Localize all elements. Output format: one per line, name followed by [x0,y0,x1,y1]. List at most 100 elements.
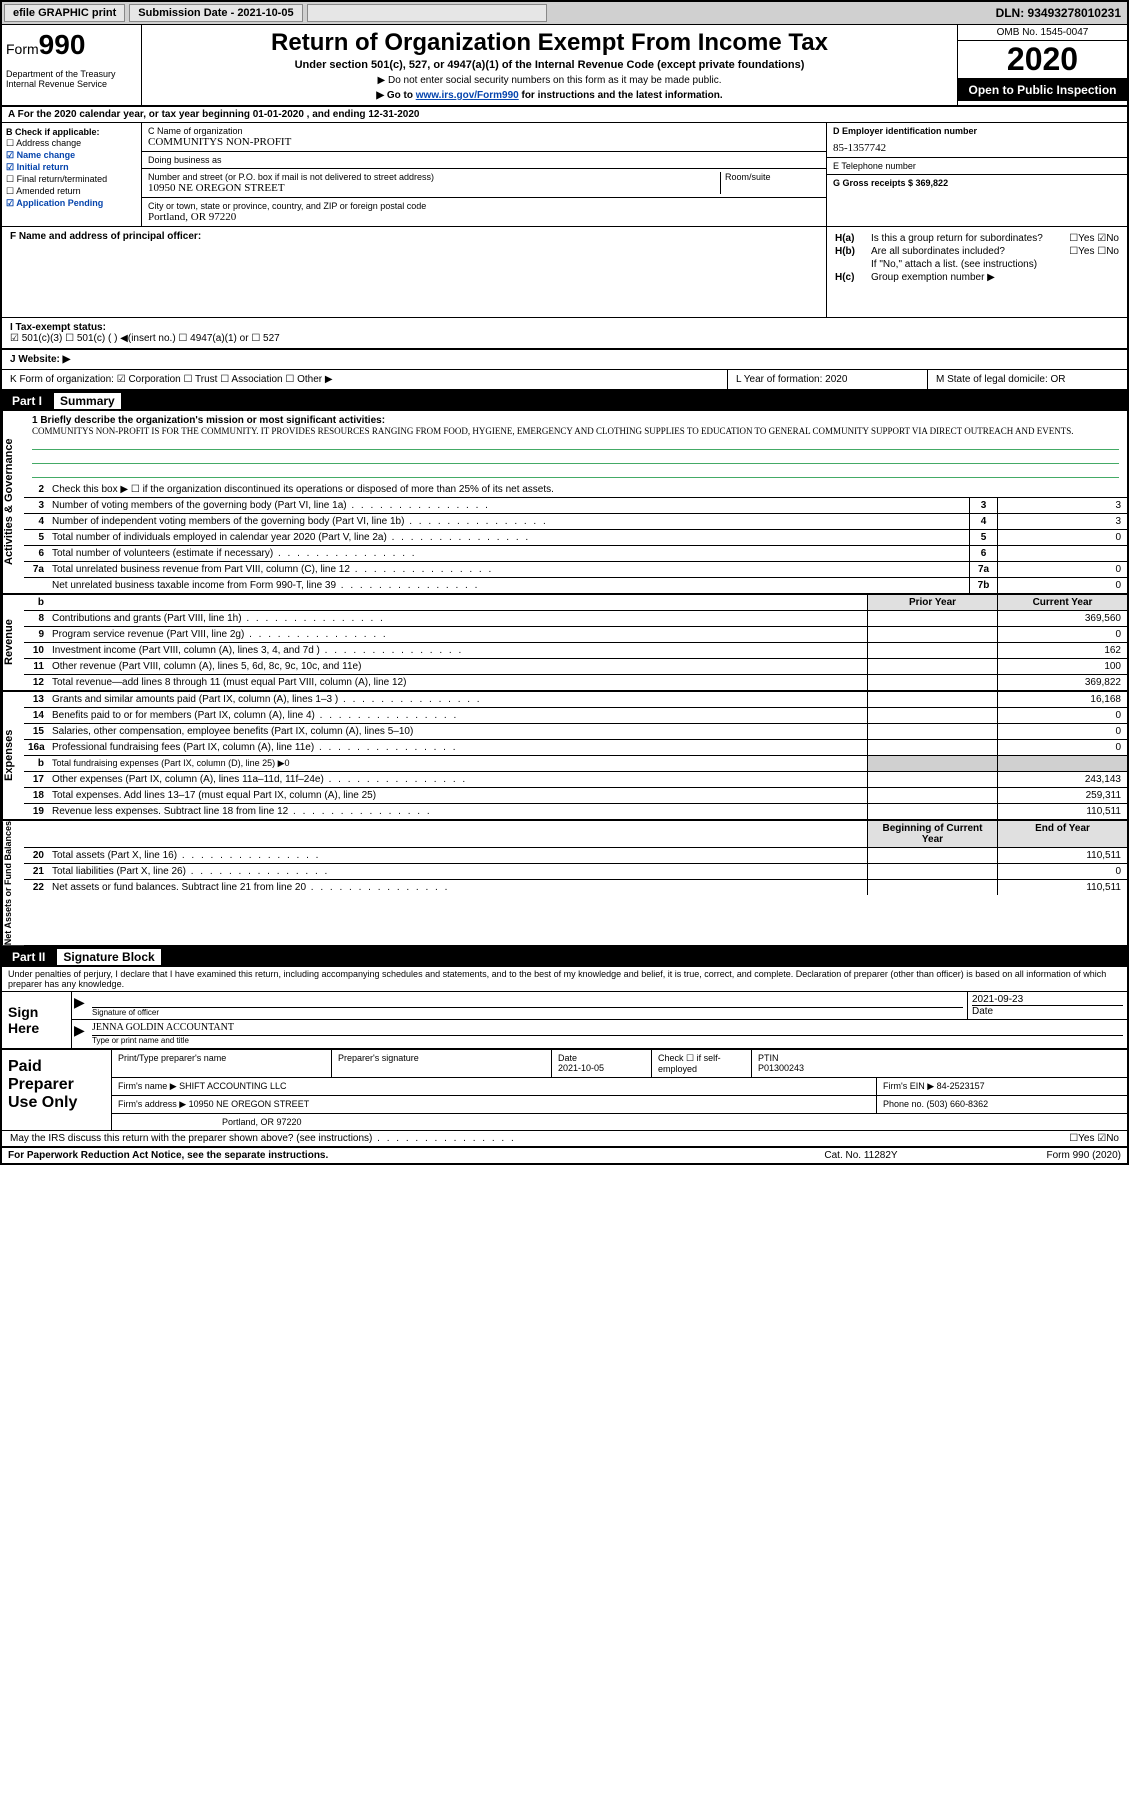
governance-section: Activities & Governance 1 Briefly descri… [2,411,1127,595]
efile-label[interactable]: efile GRAPHIC print [4,4,125,22]
line3-text: Number of voting members of the governin… [48,498,969,513]
discuss-ans[interactable]: ☐Yes ☑No [997,1131,1127,1146]
part2-header: Part II Signature Block [2,947,1127,967]
top-bar: efile GRAPHIC print Submission Date - 20… [2,2,1127,25]
col-current: Current Year [997,595,1127,610]
hc-text: Group exemption number ▶ [871,272,1119,283]
irs-link[interactable]: www.irs.gov/Form990 [416,90,519,101]
sig-officer-label: Signature of officer [92,1008,963,1017]
paid-preparer-block: Paid Preparer Use Only Print/Type prepar… [2,1050,1127,1131]
footer-left: For Paperwork Reduction Act Notice, see … [8,1150,761,1161]
entity-block: B Check if applicable: ☐ Address change … [2,123,1127,227]
dba-label: Doing business as [148,155,820,165]
sign-here-block: Sign Here ▶ Signature of officer 2021-09… [2,992,1127,1050]
chk-address[interactable]: ☐ Address change [6,138,137,149]
chk-name-change[interactable]: ☑ Name change [6,150,137,161]
form-title: Return of Organization Exempt From Incom… [150,29,949,57]
line2[interactable]: Check this box ▶ ☐ if the organization d… [48,482,1127,497]
col-prior: Prior Year [867,595,997,610]
chk-final[interactable]: ☐ Final return/terminated [6,174,137,185]
side-revenue: Revenue [2,595,24,690]
gross-receipts: G Gross receipts $ 369,822 [833,178,1121,188]
goto-pre: ▶ Go to [376,90,415,101]
footer-cat: Cat. No. 11282Y [761,1150,961,1161]
expenses-section: Expenses 13Grants and similar amounts pa… [2,692,1127,821]
k-form-org[interactable]: K Form of organization: ☑ Corporation ☐ … [2,370,727,389]
city-state-zip: Portland, OR 97220 [148,211,820,223]
i-opts[interactable]: ☑ 501(c)(3) ☐ 501(c) ( ) ◀(insert no.) ☐… [10,333,280,344]
mission-lead: 1 Briefly describe the organization's mi… [32,415,1119,426]
prep-sig-label: Preparer's signature [332,1050,552,1077]
prep-date: Date 2021-10-05 [552,1050,652,1077]
part1-num: Part I [12,394,56,408]
l-year: L Year of formation: 2020 [727,370,927,389]
sign-date: 2021-09-23 [972,994,1123,1006]
prep-name-label: Print/Type preparer's name [112,1050,332,1077]
form-number: 990 [39,29,86,60]
fh-block: F Name and address of principal officer:… [2,227,1127,318]
org-name: COMMUNITYS NON-PROFIT [148,136,820,148]
form-subtitle: Under section 501(c), 527, or 4947(a)(1)… [150,59,949,71]
chk-initial[interactable]: ☑ Initial return [6,162,137,173]
date-label: Date [972,1006,1123,1017]
i-label: I Tax-exempt status: [10,322,106,333]
room-label: Room/suite [725,172,820,182]
arrow-icon-2: ▶ [72,1020,88,1047]
chk-amended[interactable]: ☐ Amended return [6,186,137,197]
b-title: B Check if applicable: [6,127,137,137]
firm-phone: Phone no. (503) 660-8362 [877,1096,1127,1113]
chk-pending[interactable]: ☑ Application Pending [6,198,137,209]
street-address: 10950 NE OREGON STREET [148,182,720,194]
f-officer-label: F Name and address of principal officer: [10,231,818,242]
form-prefix: Form [6,41,39,57]
part2-num: Part II [12,950,59,964]
omb-number: OMB No. 1545-0047 [958,25,1127,41]
j-website: J Website: ▶ [2,350,1127,370]
page-footer: For Paperwork Reduction Act Notice, see … [2,1148,1127,1163]
side-governance: Activities & Governance [2,411,24,593]
submission-date[interactable]: Submission Date - 2021-10-05 [129,4,302,22]
revenue-section: Revenue bPrior YearCurrent Year 8Contrib… [2,595,1127,692]
officer-name: JENNA GOLDIN ACCOUNTANT [92,1022,1123,1036]
firm-name: Firm's name ▶ SHIFT ACCOUNTING LLC [112,1078,877,1095]
paid-label: Paid Preparer Use Only [2,1050,112,1130]
col-end: End of Year [997,821,1127,847]
dept-treasury: Department of the Treasury Internal Reve… [6,69,137,89]
side-net: Net Assets or Fund Balances [2,821,24,945]
footer-form: Form 990 (2020) [961,1150,1121,1161]
hb-note: If "No," attach a list. (see instruction… [871,259,1119,270]
hb-lab: H(b) [835,246,871,257]
mission-text: COMMUNITYS NON-PROFIT IS FOR THE COMMUNI… [32,426,1119,436]
side-expenses: Expenses [2,692,24,819]
hb-ans[interactable]: ☐Yes ☐No [1069,246,1119,257]
discuss-text: May the IRS discuss this return with the… [2,1131,997,1146]
hb-text: Are all subordinates included? [871,246,1069,257]
city-label: City or town, state or province, country… [148,201,820,211]
period-line: A For the 2020 calendar year, or tax yea… [2,107,1127,123]
addr-label: Number and street (or P.O. box if mail i… [148,172,720,182]
firm-ein: Firm's EIN ▶ 84-2523157 [877,1078,1127,1095]
prep-self-emp[interactable]: Check ☐ if self-employed [652,1050,752,1077]
ha-lab: H(a) [835,233,871,244]
prep-ptin: PTIN P01300243 [752,1050,1127,1077]
ha-ans[interactable]: ☐Yes ☑No [1069,233,1119,244]
sign-here-label: Sign Here [2,992,72,1048]
ein-label: D Employer identification number [833,126,1121,136]
ha-text: Is this a group return for subordinates? [871,233,1069,244]
part1-header: Part I Summary [2,391,1127,411]
part1-title: Summary [54,393,121,409]
phone-label: E Telephone number [833,161,1121,171]
blank-button [307,4,547,22]
tax-year: 2020 [958,41,1127,79]
firm-city: Portland, OR 97220 [112,1114,1127,1130]
part2-title: Signature Block [57,949,160,965]
dln: DLN: 93493278010231 [990,4,1127,22]
firm-addr: Firm's address ▶ 10950 NE OREGON STREET [112,1096,877,1113]
goto-post: for instructions and the latest informat… [519,90,723,101]
hc-lab: H(c) [835,272,871,283]
ein-value: 85-1357742 [833,142,1121,154]
m-state: M State of legal domicile: OR [927,370,1127,389]
penalty-text: Under penalties of perjury, I declare th… [2,967,1127,992]
col-begin: Beginning of Current Year [867,821,997,847]
form-note-1: ▶ Do not enter social security numbers o… [150,75,949,86]
